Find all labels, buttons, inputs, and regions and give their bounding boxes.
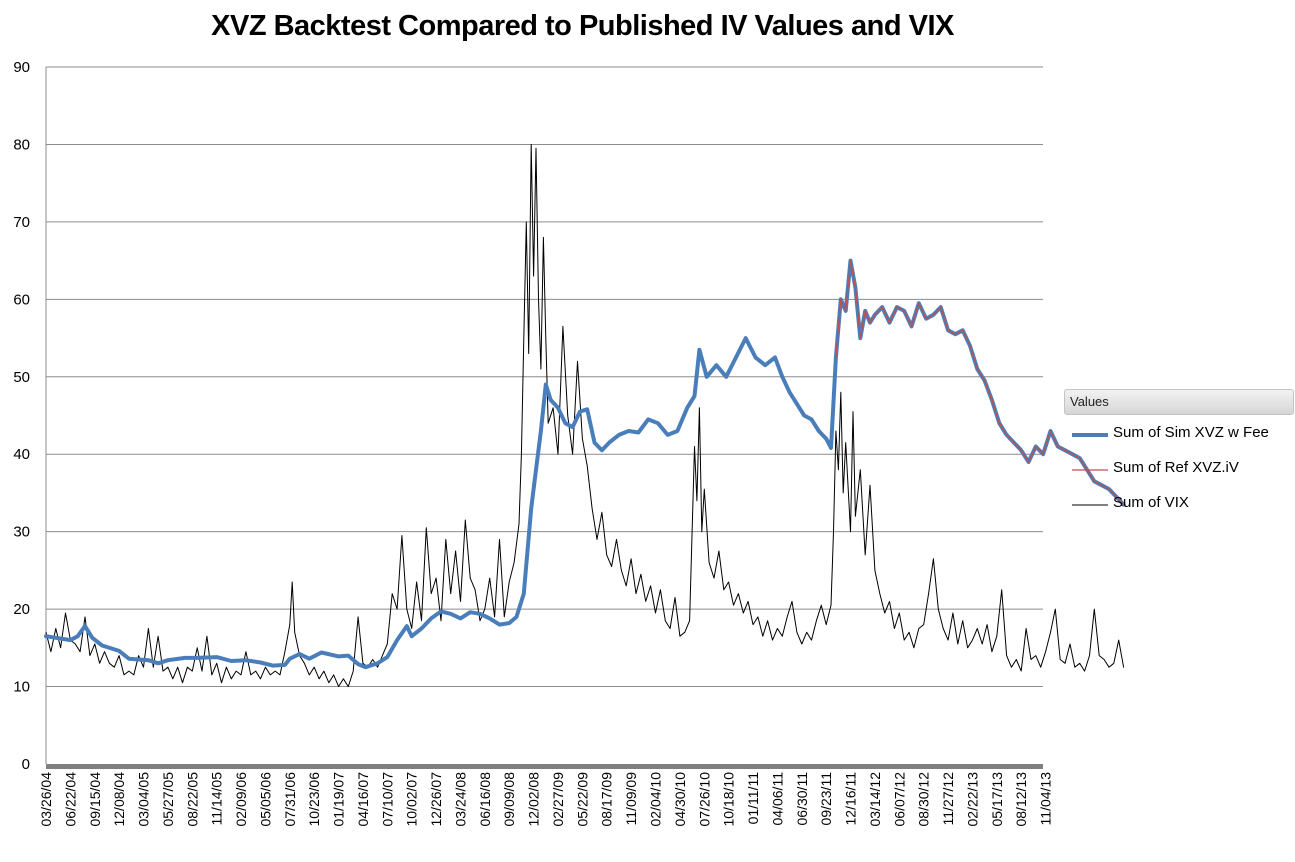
x-tick-label: 05/22/09 [574, 772, 590, 827]
x-tick-label: 12/16/11 [843, 772, 859, 826]
x-tick-label: 02/27/09 [550, 772, 566, 827]
x-tick-label: 06/07/12 [891, 772, 907, 827]
y-tick-label: 20 [13, 601, 30, 618]
x-tick-label: 10/23/06 [306, 772, 322, 827]
chart-title: XVZ Backtest Compared to Published IV Va… [211, 10, 954, 42]
x-tick-label: 08/17/09 [599, 772, 615, 827]
series-line-vix [45, 143, 1125, 688]
x-tick-label: 02/09/06 [233, 772, 249, 827]
y-tick-label: 0 [22, 756, 30, 773]
x-tick-label: 03/26/04 [38, 772, 54, 827]
series-line-sim-xvz [44, 258, 1126, 670]
x-tick-label: 11/27/12 [940, 772, 956, 826]
x-tick-label: 12/26/07 [428, 772, 444, 827]
x-axis-tick-labels: 03/26/04 06/22/04 09/15/04 12/08/04 03/04/05… [38, 772, 1054, 827]
x-tick-label: 06/16/08 [477, 772, 493, 827]
y-tick-label: 60 [13, 291, 30, 308]
x-tick-label: 04/06/11 [769, 772, 785, 826]
y-tick-label: 80 [13, 136, 30, 153]
x-tick-label: 06/22/04 [62, 772, 78, 827]
data-series [44, 143, 1126, 688]
x-tick-label: 10/18/10 [721, 772, 737, 827]
x-tick-label: 11/14/05 [209, 772, 225, 826]
x-tick-label: 09/23/11 [818, 772, 834, 826]
x-tick-label: 07/10/07 [379, 772, 395, 827]
x-tick-label: 12/02/08 [526, 772, 542, 827]
legend: Values Sum of Sim XVZ w Fee Sum of Ref X… [1064, 389, 1294, 520]
y-tick-label: 90 [13, 59, 30, 76]
x-tick-label: 06/30/11 [794, 772, 810, 826]
series-line-ref-xvz [835, 260, 1125, 506]
legend-item-ref-xvz: Sum of Ref XVZ.iV [1064, 450, 1294, 485]
y-axis-tick-labels: 0 10 20 30 40 50 60 70 80 90 [13, 59, 30, 773]
x-tick-label: 11/04/13 [1038, 772, 1054, 826]
x-tick-label: 01/11/11 [745, 772, 761, 825]
x-tick-label: 05/17/13 [989, 772, 1005, 827]
x-tick-label: 04/16/07 [355, 772, 371, 827]
x-tick-label: 11/09/09 [623, 772, 639, 826]
legend-label: Sum of Ref XVZ.iV [1113, 459, 1239, 476]
x-tick-label: 08/12/13 [1013, 772, 1029, 827]
legend-title[interactable]: Values [1064, 389, 1294, 415]
x-tick-label: 01/19/07 [331, 772, 347, 827]
legend-label: Sum of VIX [1113, 494, 1189, 511]
legend-label: Sum of Sim XVZ w Fee [1113, 424, 1269, 441]
x-tick-label: 08/30/12 [916, 772, 932, 827]
gridlines [46, 66, 1043, 688]
x-tick-label: 05/05/06 [257, 772, 273, 827]
x-tick-label: 08/22/05 [184, 772, 200, 827]
legend-swatch-vix [1072, 504, 1108, 506]
legend-item-vix: Sum of VIX [1064, 485, 1294, 520]
legend-swatch-ref-xvz [1072, 469, 1108, 471]
y-tick-label: 50 [13, 369, 30, 386]
x-tick-label: 07/26/10 [696, 772, 712, 827]
y-tick-label: 30 [13, 524, 30, 541]
x-tick-label: 04/30/10 [672, 772, 688, 827]
x-tick-label: 03/04/05 [136, 772, 152, 827]
y-tick-label: 70 [13, 214, 30, 231]
x-tick-label: 02/22/13 [964, 772, 980, 827]
x-tick-label: 12/08/04 [111, 772, 127, 827]
x-tick-label: 03/24/08 [452, 772, 468, 827]
x-tick-label: 03/14/12 [867, 772, 883, 827]
y-tick-label: 40 [13, 446, 30, 463]
legend-swatch-sim-xvz [1072, 433, 1108, 437]
x-tick-label: 09/09/08 [501, 772, 517, 827]
x-tick-label: 09/15/04 [87, 772, 103, 827]
y-tick-label: 10 [13, 679, 30, 696]
axes [45, 67, 1043, 769]
x-tick-label: 10/02/07 [404, 772, 420, 827]
x-tick-label: 02/04/10 [648, 772, 664, 827]
x-axis-line [46, 764, 1043, 769]
x-tick-label: 07/31/06 [282, 772, 298, 827]
x-tick-label: 05/27/05 [160, 772, 176, 827]
legend-item-sim-xvz: Sum of Sim XVZ w Fee [1064, 415, 1294, 450]
